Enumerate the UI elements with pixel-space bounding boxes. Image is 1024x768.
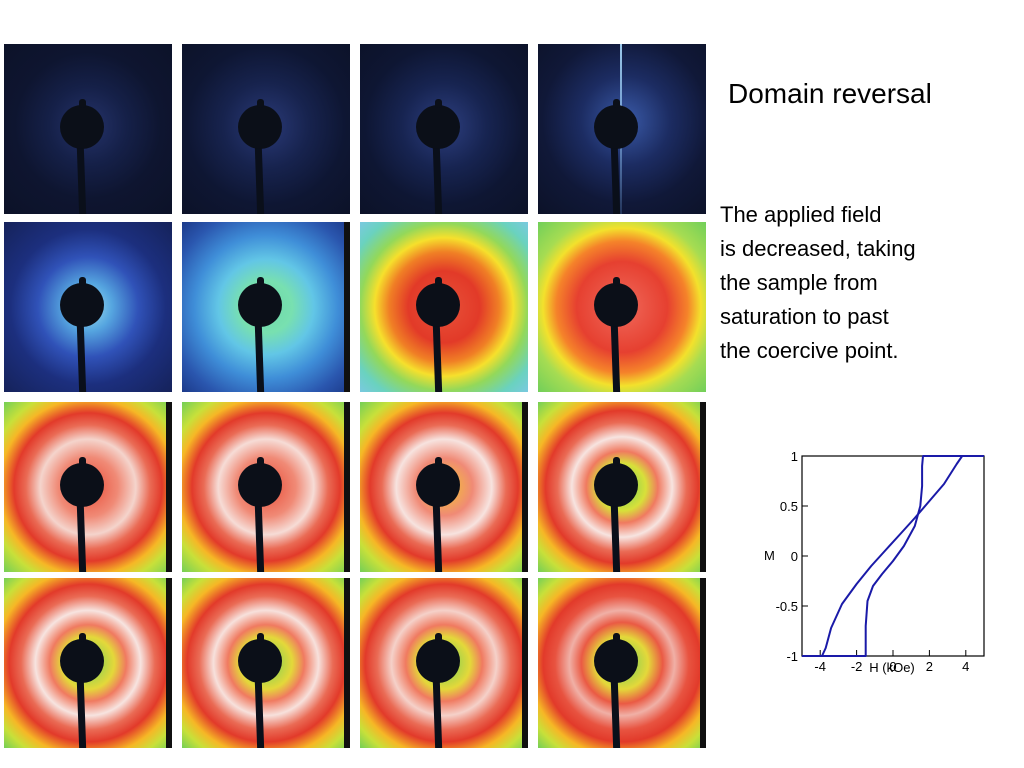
beamstop-tab bbox=[435, 277, 442, 286]
beamstop bbox=[416, 105, 460, 149]
scattering-image bbox=[182, 578, 350, 748]
beamstop-tab bbox=[613, 99, 620, 108]
image-edge bbox=[700, 578, 706, 748]
image-edge bbox=[166, 578, 172, 748]
hysteresis-branch bbox=[802, 455, 984, 657]
scattering-image bbox=[4, 44, 172, 214]
beamstop bbox=[60, 463, 104, 507]
beamstop-tab bbox=[79, 457, 86, 466]
beamstop-tab bbox=[257, 457, 264, 466]
scattering-image bbox=[182, 222, 350, 392]
beamstop bbox=[238, 105, 282, 149]
image-edge bbox=[522, 402, 528, 572]
slide-title: Domain reversal bbox=[728, 78, 932, 109]
description-line: the coercive point. bbox=[720, 338, 899, 363]
beamstop-tab bbox=[613, 633, 620, 642]
beamstop bbox=[594, 105, 638, 149]
scattering-image bbox=[538, 222, 706, 392]
scattering-image bbox=[538, 402, 706, 572]
beamstop bbox=[60, 283, 104, 327]
beamstop-tab bbox=[79, 277, 86, 286]
y-axis-label: M bbox=[764, 548, 775, 563]
beamstop bbox=[594, 463, 638, 507]
scattering-image bbox=[4, 222, 172, 392]
beamstop-tab bbox=[257, 633, 264, 642]
scattering-image bbox=[4, 402, 172, 572]
x-tick-label: -2 bbox=[851, 659, 863, 674]
image-edge bbox=[166, 402, 172, 572]
x-tick-label: 0 bbox=[889, 659, 896, 674]
image-edge bbox=[344, 402, 350, 572]
beamstop bbox=[60, 105, 104, 149]
scattering-image bbox=[360, 402, 528, 572]
beamstop bbox=[416, 283, 460, 327]
scattering-image bbox=[360, 578, 528, 748]
hysteresis-branch bbox=[802, 455, 984, 657]
x-tick-label: 2 bbox=[926, 659, 933, 674]
x-tick-label: -4 bbox=[814, 659, 826, 674]
beamstop-tab bbox=[435, 457, 442, 466]
x-tick-label: 4 bbox=[962, 659, 969, 674]
beamstop-tab bbox=[435, 633, 442, 642]
scattering-image bbox=[4, 578, 172, 748]
y-axis-ticks: 1 0.5 0 -0.5 -1 bbox=[776, 449, 808, 664]
scattering-image bbox=[182, 44, 350, 214]
y-tick-label: 0.5 bbox=[780, 499, 798, 514]
beamstop-tab bbox=[613, 277, 620, 286]
image-edge bbox=[522, 578, 528, 748]
beamstop-tab bbox=[257, 277, 264, 286]
x-axis-label: H (kOe) bbox=[869, 660, 915, 675]
description-line: is decreased, taking bbox=[720, 236, 916, 261]
y-tick-label: -1 bbox=[786, 649, 798, 664]
description-line: the sample from bbox=[720, 270, 878, 295]
beamstop-tab bbox=[435, 99, 442, 108]
description-line: The applied field bbox=[720, 202, 882, 227]
beamstop-tab bbox=[79, 99, 86, 108]
hysteresis-loop-chart: -4 -2 0 2 4 1 0.5 0 -0.5 -1 M H (kOe) bbox=[764, 449, 985, 675]
beamstop bbox=[238, 639, 282, 683]
beamstop bbox=[238, 283, 282, 327]
beamstop bbox=[238, 463, 282, 507]
beamstop-tab bbox=[79, 633, 86, 642]
beamstop bbox=[416, 463, 460, 507]
scattering-image bbox=[182, 402, 350, 572]
beamstop bbox=[594, 283, 638, 327]
beamstop bbox=[416, 639, 460, 683]
scattering-image bbox=[360, 222, 528, 392]
beamstop-tab bbox=[613, 457, 620, 466]
image-edge bbox=[344, 222, 350, 392]
hysteresis-curves bbox=[802, 455, 984, 657]
description-line: saturation to past bbox=[720, 304, 889, 329]
y-tick-label: -0.5 bbox=[776, 599, 798, 614]
scattering-image bbox=[360, 44, 528, 214]
beamstop bbox=[594, 639, 638, 683]
x-axis-ticks: -4 -2 0 2 4 bbox=[814, 650, 969, 674]
slide-description: The applied field is decreased, taking t… bbox=[720, 198, 1020, 368]
scattering-image bbox=[538, 44, 706, 214]
beamstop bbox=[60, 639, 104, 683]
image-edge bbox=[700, 402, 706, 572]
plot-frame bbox=[801, 455, 985, 657]
beamstop-tab bbox=[257, 99, 264, 108]
y-tick-label: 0 bbox=[791, 549, 798, 564]
scattering-image bbox=[538, 578, 706, 748]
image-edge bbox=[344, 578, 350, 748]
y-tick-label: 1 bbox=[791, 449, 798, 464]
